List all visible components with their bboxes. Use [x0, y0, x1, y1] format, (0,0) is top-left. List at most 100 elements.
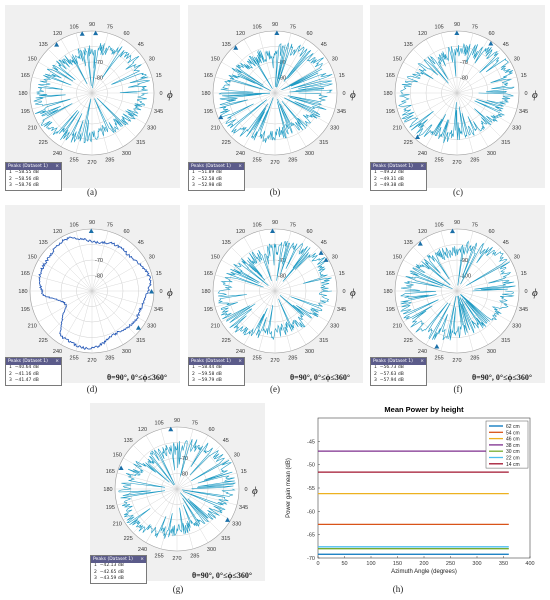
- angle-tick-label: 120: [236, 229, 245, 235]
- polar-grid-spoke: [456, 92, 501, 137]
- angle-tick-label: 75: [290, 222, 296, 228]
- x-tick-label: 200: [419, 561, 428, 567]
- angle-tick-label: 255: [253, 356, 262, 362]
- radial-tick-label: -100: [460, 274, 471, 280]
- angle-tick-label: 240: [138, 547, 147, 553]
- angle-tick-label: 255: [435, 356, 444, 362]
- angle-tick-label: 240: [418, 349, 427, 355]
- peak-marker: [218, 114, 224, 120]
- polar-grid-spoke: [75, 290, 93, 351]
- polar-grid-spoke: [274, 247, 319, 292]
- peak-marker: [233, 45, 239, 50]
- phi-symbol: ϕ: [532, 89, 538, 101]
- angle-tick-label: 315: [136, 140, 145, 146]
- peaks-legend-g[interactable]: Peaks (Dataset 1) × 1 −42.13 dB 2 −42.65 …: [90, 555, 147, 584]
- polar-grid-spoke: [160, 429, 178, 490]
- polar-grid-spoke: [176, 488, 221, 533]
- peak-row: 3 −59.79 dB: [192, 378, 222, 383]
- peaks-legend-e[interactable]: Peaks (Dataset 1) × 1 −58.44 dB 2 −59.58 …: [188, 357, 245, 386]
- angle-tick-label: 285: [470, 356, 479, 362]
- angle-tick-label: 30: [234, 453, 240, 459]
- theta-label: θ=90°, 0°≤ϕ≤360°: [192, 571, 253, 580]
- close-icon[interactable]: ×: [238, 164, 242, 169]
- polar-panel-d: 0 15 30 45 60 75 90 105 120 135 150 165 180 195 210 225…: [5, 205, 180, 386]
- polar-grid-spoke: [32, 76, 93, 94]
- peaks-legend-c[interactable]: Peaks (Dataset 1) × 1 −49.22 dB 2 −49.31 …: [370, 162, 427, 191]
- polar-grid-spoke: [456, 92, 489, 147]
- polar-grid-spoke: [91, 61, 146, 94]
- polar-grid-spoke: [456, 247, 501, 292]
- angle-tick-label: 345: [519, 109, 528, 115]
- angle-tick-label: 195: [204, 307, 213, 313]
- polar-grid-spoke: [91, 290, 152, 308]
- polar-grid-spoke: [258, 231, 276, 292]
- close-icon[interactable]: ×: [55, 164, 59, 169]
- close-icon[interactable]: ×: [140, 557, 144, 562]
- polar-grid-spoke: [38, 259, 93, 292]
- x-tick-label: 0: [316, 561, 319, 567]
- legend-label: 30 cm: [506, 449, 520, 455]
- peaks-legend-b[interactable]: Peaks (Dataset 1) × 1 −51.89 dB 2 −52.58 …: [188, 162, 245, 191]
- polar-grid-spoke: [274, 290, 292, 351]
- angle-tick-label: 345: [154, 109, 163, 115]
- peak-marker: [454, 30, 460, 35]
- polar-grid-spoke: [231, 92, 276, 137]
- polar-grid-spoke: [91, 92, 146, 125]
- angle-tick-label: 120: [418, 31, 427, 37]
- polar-grid-spoke: [440, 33, 458, 94]
- legend-label: 46 cm: [506, 437, 520, 443]
- close-icon[interactable]: ×: [420, 359, 424, 364]
- angle-tick-label: 270: [452, 160, 461, 166]
- line-chart-h: Mean Power by height 0 50 100 150 200 250 300 35…: [286, 405, 535, 575]
- peak-marker: [270, 228, 276, 234]
- polar-grid-spoke: [274, 92, 307, 147]
- angle-tick-label: 225: [39, 140, 48, 146]
- y-tick-label: -45: [307, 439, 315, 445]
- angle-tick-label: 150: [393, 255, 402, 261]
- close-icon[interactable]: ×: [55, 359, 59, 364]
- angle-tick-label: 105: [70, 222, 79, 228]
- peaks-title: Peaks (Dataset 1): [93, 557, 133, 562]
- polar-grid-spoke: [258, 33, 276, 94]
- polar-grid-spoke: [91, 290, 124, 345]
- peaks-title: Peaks (Dataset 1): [191, 359, 231, 364]
- peak-row: 3 −58.76 dB: [9, 183, 39, 188]
- peak-row: 2 −41.16 dB: [9, 371, 39, 377]
- polar-grid-spoke: [243, 237, 276, 292]
- angle-tick-label: 0: [159, 91, 162, 97]
- angle-tick-label: 210: [28, 126, 37, 132]
- close-icon[interactable]: ×: [420, 164, 424, 169]
- polar-grid-spoke: [274, 237, 307, 292]
- angle-tick-label: 15: [339, 73, 345, 79]
- angle-tick-label: 60: [306, 31, 312, 37]
- close-icon[interactable]: ×: [238, 359, 242, 364]
- angle-tick-label: 120: [53, 229, 62, 235]
- peaks-legend-f[interactable]: Peaks (Dataset 1) × 1 −56.73 dB 2 −57.63 …: [370, 357, 427, 386]
- angle-tick-label: 210: [393, 126, 402, 132]
- theta-label: θ=90°, 0°≤ϕ≤360°: [472, 373, 533, 382]
- peak-marker: [225, 517, 231, 522]
- peak-marker: [93, 30, 99, 36]
- angle-tick-label: 225: [222, 140, 231, 146]
- peak-row: 2 −59.58 dB: [192, 371, 222, 377]
- angle-tick-label: 90: [454, 22, 460, 28]
- polar-chart-b: 0 15 30 45 60 75 90 105 120 135 150 165 180 195 210 225…: [201, 22, 346, 166]
- angle-tick-label: 75: [472, 222, 478, 228]
- polar-grid-spoke: [75, 231, 93, 292]
- polar-chart-c: 0 15 30 45 60 75 90 105 120 135 150 165 180 195 210 225…: [383, 22, 528, 166]
- angle-tick-label: 60: [123, 229, 129, 235]
- polar-grid-spoke: [425, 39, 458, 94]
- angle-tick-label: 75: [107, 24, 113, 30]
- angle-tick-label: 300: [207, 547, 216, 553]
- peaks-legend-a[interactable]: Peaks (Dataset 1) × 1 −58.55 dB 2 −58.56 …: [5, 162, 62, 191]
- polar-grid-spoke: [160, 488, 178, 549]
- peak-marker: [323, 257, 329, 262]
- polar-grid-spoke: [274, 259, 329, 292]
- polar-grid-spoke: [413, 247, 458, 292]
- angle-tick-label: 15: [339, 271, 345, 277]
- radial-tick-label: -90: [278, 76, 286, 82]
- peaks-legend-d[interactable]: Peaks (Dataset 1) × 1 −40.64 dB 2 −41.16 …: [5, 357, 62, 386]
- y-tick-label: -70: [307, 556, 315, 562]
- polar-grid-spoke: [117, 472, 178, 490]
- angle-tick-label: 15: [156, 271, 162, 277]
